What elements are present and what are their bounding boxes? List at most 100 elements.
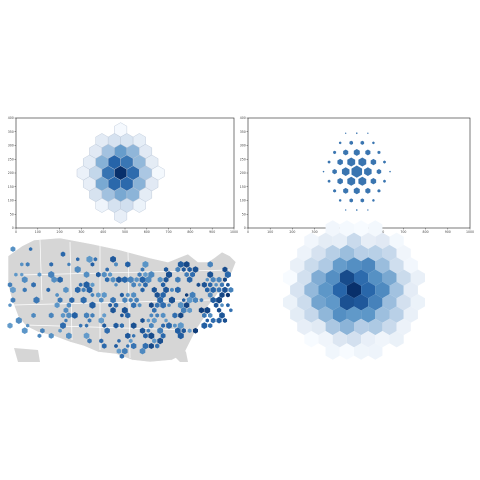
map-hex	[10, 246, 16, 252]
florida-landmass	[168, 342, 188, 362]
map-hex	[222, 286, 228, 294]
map-hex	[219, 291, 225, 299]
state-border	[39, 239, 43, 301]
density-hex	[282, 269, 298, 286]
map-hex	[10, 286, 16, 294]
map-hex	[170, 287, 174, 293]
map-hex	[46, 287, 51, 293]
map-hex	[196, 282, 201, 287]
map-hex	[157, 296, 164, 304]
map-hex	[67, 262, 71, 267]
map-hex	[214, 282, 218, 287]
map-hex	[160, 291, 166, 299]
map-hex	[178, 312, 184, 319]
tl-x-tick-label: 400	[100, 230, 106, 234]
map-hex	[208, 323, 213, 329]
map-hex	[183, 302, 190, 309]
map-hex	[110, 307, 116, 314]
map-hex	[122, 297, 128, 304]
density-hex	[354, 244, 369, 262]
map-hex	[40, 328, 45, 334]
size-hex	[337, 178, 343, 185]
map-hex	[201, 322, 208, 329]
density-hex	[339, 294, 354, 311]
map-hex	[75, 257, 80, 262]
tr-y-tick-label: 0	[244, 226, 246, 230]
map-hex	[216, 317, 222, 324]
map-hex	[204, 306, 211, 314]
tl-y-tick-label: 350	[8, 130, 14, 134]
density-hex	[354, 343, 369, 360]
density-hex	[354, 269, 369, 286]
map-hex	[54, 302, 60, 309]
size-hex	[367, 132, 369, 134]
map-hex	[119, 353, 125, 359]
density-hex	[318, 232, 333, 249]
map-hex	[183, 261, 190, 268]
map-hex	[20, 262, 24, 267]
map-hex	[155, 343, 160, 349]
map-hex	[116, 348, 122, 354]
map-hex	[55, 292, 59, 298]
map-hex	[58, 328, 62, 333]
density-hex	[311, 269, 326, 286]
map-hex	[10, 297, 16, 303]
map-hex	[207, 261, 213, 268]
size-hex	[365, 149, 371, 156]
map-hex	[172, 312, 178, 319]
tr-y-tick-label: 50	[242, 212, 246, 216]
map-hex	[216, 296, 223, 304]
map-hex	[25, 262, 30, 267]
map-hex	[222, 277, 227, 282]
map-hex	[151, 317, 157, 324]
map-hex	[99, 338, 104, 344]
size-hex	[358, 157, 367, 167]
map-hex	[128, 338, 133, 344]
map-hex	[86, 286, 93, 294]
map-hex	[222, 318, 228, 323]
map-hex	[37, 272, 42, 277]
size-hex	[333, 189, 337, 193]
map-hex	[22, 287, 27, 293]
density-hex	[339, 220, 354, 237]
map-hex	[157, 276, 163, 283]
density-hex	[318, 331, 333, 348]
density-hex	[354, 220, 369, 237]
tr-x-tick-label: 1000	[466, 230, 474, 234]
size-hex	[370, 158, 377, 166]
map-hex	[216, 276, 222, 283]
density-hex	[282, 294, 298, 311]
density-hex	[332, 281, 347, 299]
map-hex	[148, 343, 154, 349]
map-hex	[177, 261, 184, 268]
density-hex	[346, 257, 362, 274]
map-hex	[60, 251, 66, 257]
map-hex	[84, 323, 89, 328]
map-hex	[120, 313, 124, 318]
map-hex	[33, 296, 40, 304]
size-hex	[383, 160, 386, 164]
tr-y-tick-label: 100	[240, 199, 246, 203]
map-hex	[83, 271, 90, 278]
size-hex	[377, 189, 381, 193]
map-hex	[184, 293, 189, 297]
map-hex	[157, 337, 164, 345]
density-hex	[311, 318, 326, 336]
map-hex	[121, 306, 128, 314]
density-hex	[389, 257, 404, 274]
density-hex	[332, 257, 347, 274]
map-hex	[210, 317, 216, 324]
tl-y-tick-label: 400	[8, 116, 14, 120]
density-hex	[403, 306, 418, 323]
map-hex	[126, 344, 130, 348]
density-hex	[339, 343, 354, 360]
size-hex	[338, 199, 342, 202]
density-hex	[396, 294, 411, 311]
map-hex	[154, 302, 160, 308]
size-hex	[327, 179, 331, 183]
tr-y-tick-label: 150	[240, 185, 246, 189]
density-hex	[311, 294, 326, 311]
density-hex	[297, 318, 312, 336]
tl-y-tick-label: 100	[8, 199, 14, 203]
density-hex	[382, 244, 397, 262]
